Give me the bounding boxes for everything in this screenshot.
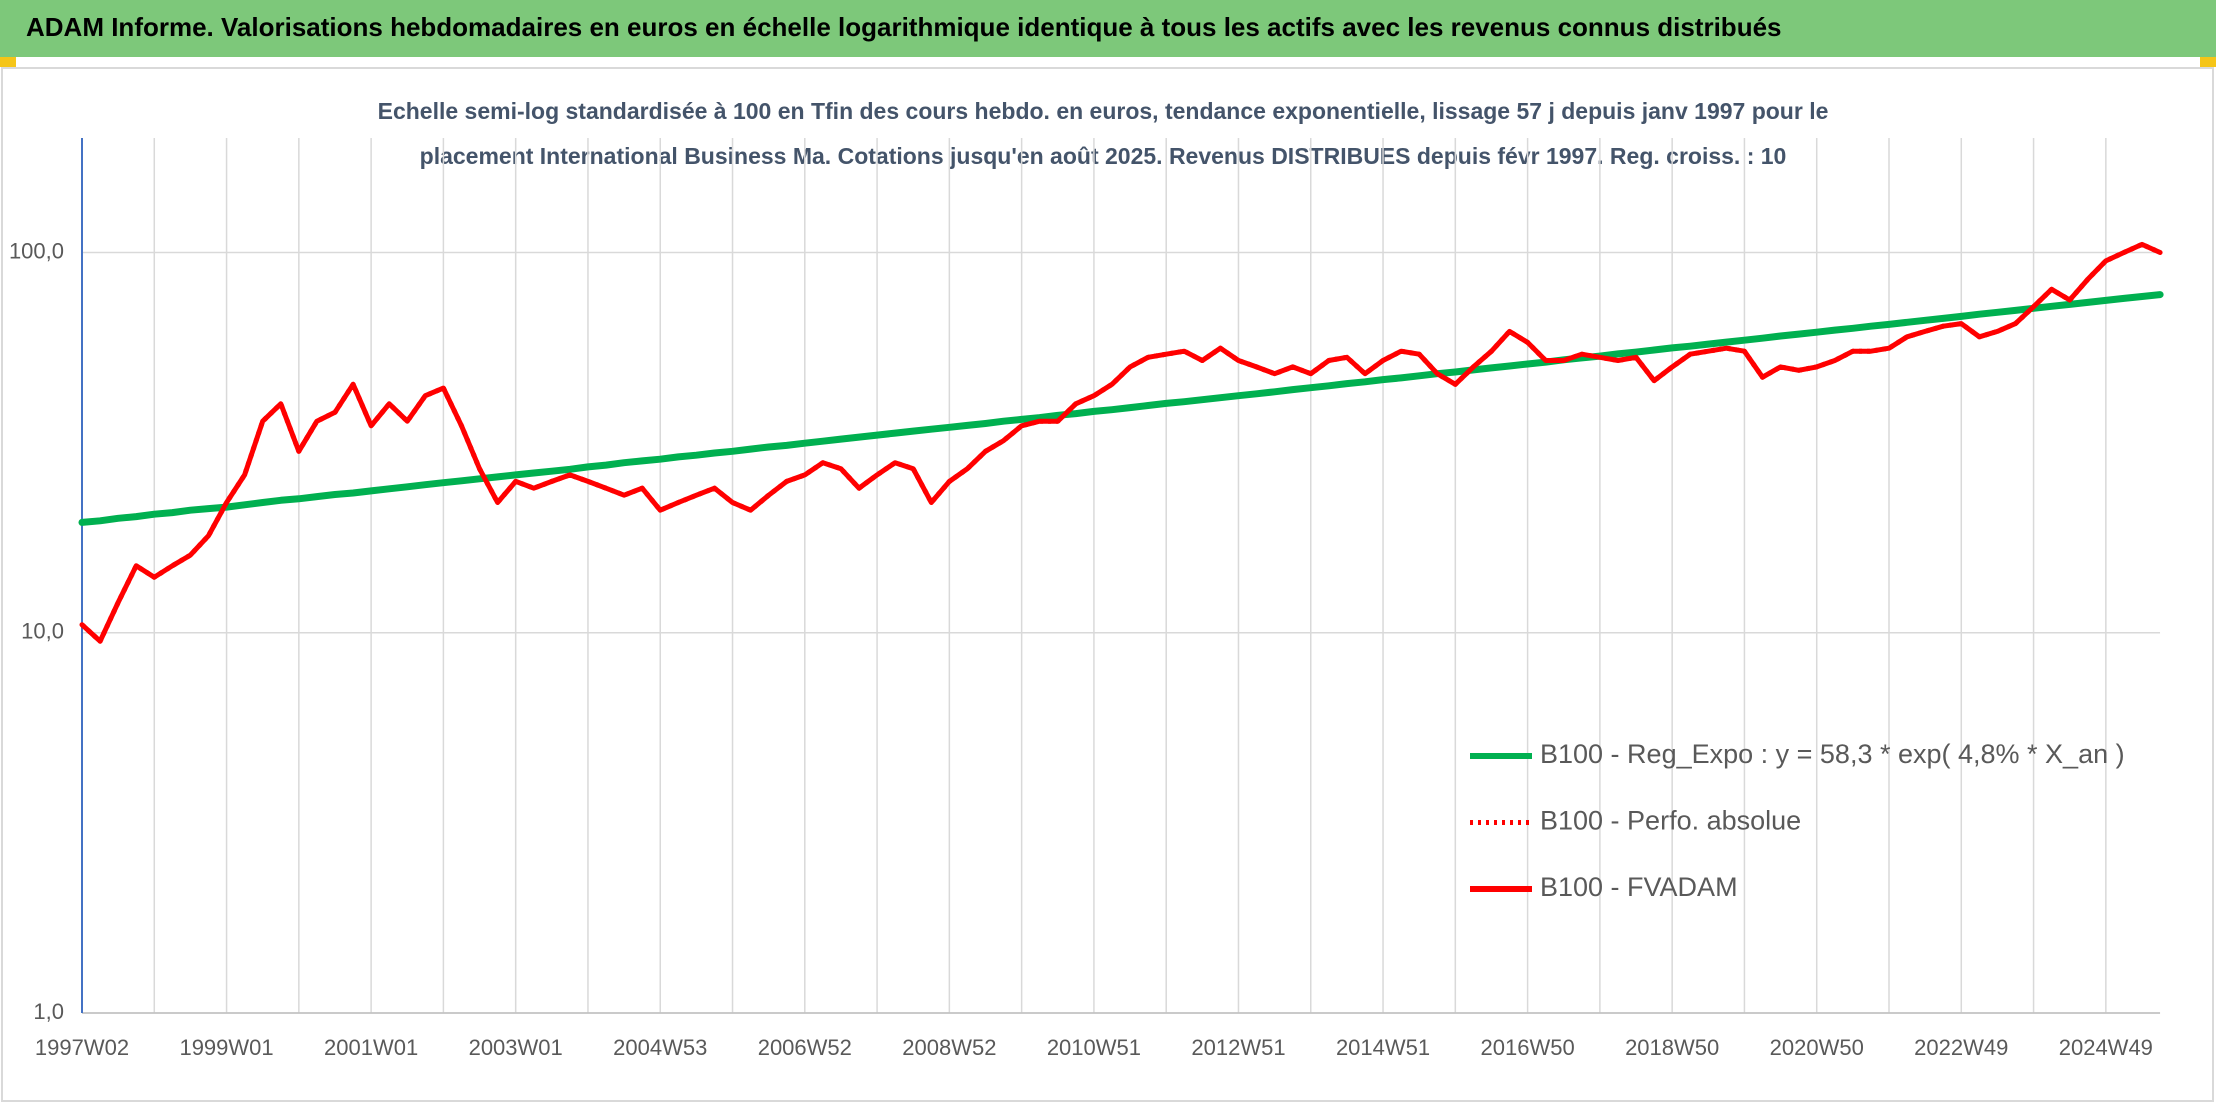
x-tick-label: 1999W01 xyxy=(179,1035,273,1060)
x-tick-label: 2008W52 xyxy=(902,1035,996,1060)
chart-frame xyxy=(1,67,2214,1102)
x-tick-label: 2022W49 xyxy=(1914,1035,2008,1060)
header-bar xyxy=(0,0,2216,57)
x-tick-label: 2012W51 xyxy=(1191,1035,1285,1060)
x-tick-label: 2001W01 xyxy=(324,1035,418,1060)
legend-label: B100 - Perfo. absolue xyxy=(1540,806,1801,836)
x-tick-label: 2003W01 xyxy=(469,1035,563,1060)
y-tick-label: 10,0 xyxy=(21,619,64,644)
chart-subtitle: placement International Business Ma. Cot… xyxy=(420,143,1787,169)
y-tick-label: 100,0 xyxy=(9,238,64,263)
x-tick-label: 2020W50 xyxy=(1770,1035,1864,1060)
corner-mark xyxy=(0,57,16,67)
chart-title: ADAM Informe. Valorisations hebdomadaire… xyxy=(26,12,1782,42)
legend-label: B100 - FVADAM xyxy=(1540,872,1738,902)
x-tick-label: 2016W50 xyxy=(1481,1035,1575,1060)
y-tick-label: 1,0 xyxy=(33,999,64,1024)
x-tick-label: 2006W52 xyxy=(758,1035,852,1060)
series-line xyxy=(78,291,2164,526)
x-tick-label: 2010W51 xyxy=(1047,1035,1141,1060)
legend-label: B100 - Reg_Expo : y = 58,3 * exp( 4,8% *… xyxy=(1540,739,2125,769)
x-tick-label: 1997W02 xyxy=(35,1035,129,1060)
chart-subtitle: Echelle semi-log standardisée à 100 en T… xyxy=(378,98,1829,124)
x-tick-label: 2018W50 xyxy=(1625,1035,1719,1060)
x-tick-label: 2014W51 xyxy=(1336,1035,1430,1060)
x-tick-label: 2024W49 xyxy=(2059,1035,2153,1060)
series-line xyxy=(79,241,2163,644)
series-line xyxy=(80,241,2162,644)
corner-mark xyxy=(2200,57,2216,67)
x-tick-label: 2004W53 xyxy=(613,1035,707,1060)
